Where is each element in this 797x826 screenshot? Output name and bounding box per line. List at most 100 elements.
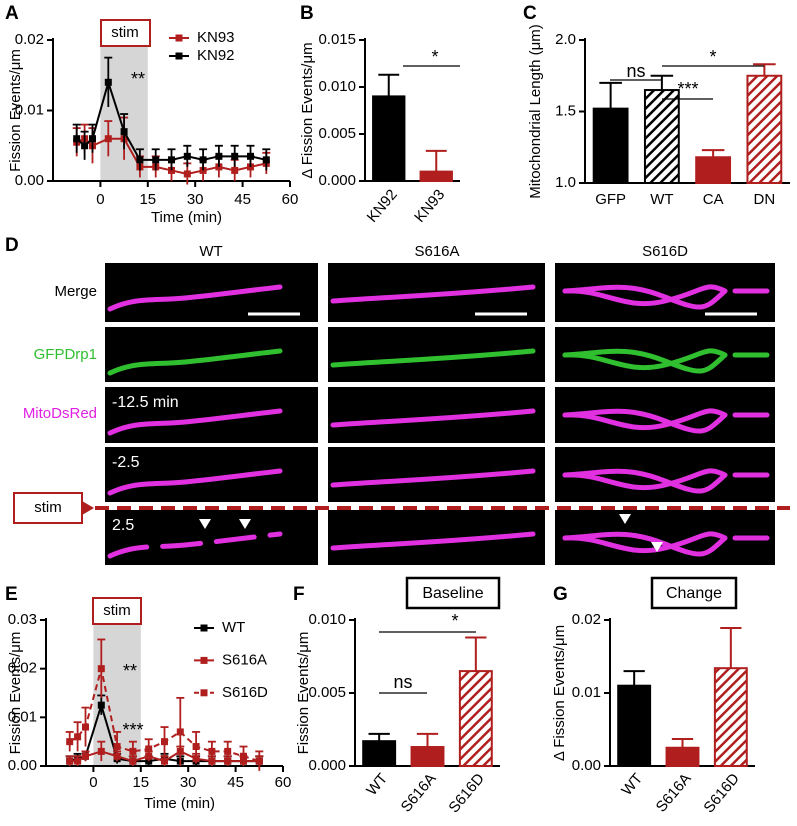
marker [183,152,191,160]
mitochondrion [562,348,728,371]
x-tick-label: 0 [89,774,97,791]
y-tick-label: 0.01 [572,684,601,701]
bar [458,670,493,767]
y-axis-label: Fission Events/μm [7,49,24,172]
y-tick-label: 2.0 [555,31,576,48]
annotation: *** [677,79,698,99]
panel-letter: E [5,584,18,605]
marker [97,665,105,673]
bar [372,95,406,182]
marker [224,747,232,755]
legend-marker [200,689,208,697]
marker [215,152,223,160]
mitochondrion [562,531,728,557]
y-axis-label: Δ Fission Events/μm [299,42,316,178]
mitochondrion [107,531,283,559]
y-tick-label: 1.0 [555,174,576,191]
y-tick-label: 0.01 [15,101,44,118]
marker [240,752,247,760]
legend-label: KN92 [197,47,235,64]
micrograph [105,263,318,322]
x-tick-label: 15 [132,774,149,791]
y-tick-label: 0.00 [572,757,601,774]
y-tick-label: 0.00 [15,172,44,189]
mitochondrion [562,284,728,310]
chart-title: Baseline [422,585,483,602]
x-tick-label: 60 [275,774,292,791]
marker [168,156,175,164]
bar [592,107,629,184]
annotation: ns [626,61,645,81]
time-label: 2.5 [112,517,134,534]
annotation: * [451,611,458,631]
bar [643,89,680,184]
micrograph [105,510,318,565]
annotation: stim [103,602,131,619]
arrowhead [619,514,631,524]
y-tick-label: 0.02 [8,660,37,677]
y-axis-label: Δ Fission Events/μm [551,625,568,761]
marker [136,156,144,164]
panel-letter: F [293,584,305,605]
y-axis-label: Fission Events/μm [295,632,312,755]
annotation: ** [131,69,145,89]
marker [73,135,81,143]
y-tick-label: 0.02 [572,611,601,628]
y-tick-label: 0.00 [8,757,37,774]
marker [208,747,216,755]
micrograph [105,447,318,502]
column-header: WT [199,243,222,260]
marker [183,170,191,178]
annotation: ** [123,661,137,681]
x-tick-label: WT [650,191,673,208]
row-label: Merge [54,283,97,300]
arrowhead [199,519,211,529]
x-tick-label: CA [703,191,724,208]
title-box [405,576,501,610]
marker [262,156,270,164]
y-tick-label: 0.000 [308,757,346,774]
marker [81,142,89,150]
x-tick-label: 30 [187,191,204,208]
legend-label: S616A [222,651,267,668]
x-axis-label: Time (min) [151,209,222,226]
stim-label: stim [34,499,62,516]
x-tick-label: GFP [595,191,626,208]
marker [66,738,74,746]
marker [82,723,89,731]
marker [145,745,153,753]
bar [617,684,652,768]
mitochondrion [562,468,728,491]
mitochondrion [562,531,728,554]
panel-letter: G [553,584,568,605]
panel-letter: D [5,235,19,256]
x-tick-label: WT [363,770,391,799]
marker [66,757,74,765]
mitochondrion [330,408,536,428]
marker [152,156,160,164]
mitochondrion [562,408,728,431]
legend-marker [200,624,208,632]
y-tick-label: 0.000 [318,172,356,189]
marker [255,757,263,765]
mitochondrion [107,468,283,496]
bar [362,740,397,767]
marker [104,78,112,86]
bar [419,170,453,183]
x-tick-label: S616A [398,770,440,815]
marker [231,152,239,160]
column-header: S616D [642,243,688,260]
mitochondrion [330,531,536,551]
legend-marker [175,52,183,60]
annotation: *** [122,720,143,740]
time-label: -12.5 min [112,394,179,411]
x-tick-label: WT [618,770,646,799]
column-header: S616A [414,243,459,260]
bar [695,156,732,184]
y-tick-label: 0.010 [318,78,356,95]
y-tick-label: 0.03 [8,611,37,628]
y-tick-label: 0.005 [308,684,346,701]
annotation: * [431,47,438,67]
marker [82,752,89,760]
